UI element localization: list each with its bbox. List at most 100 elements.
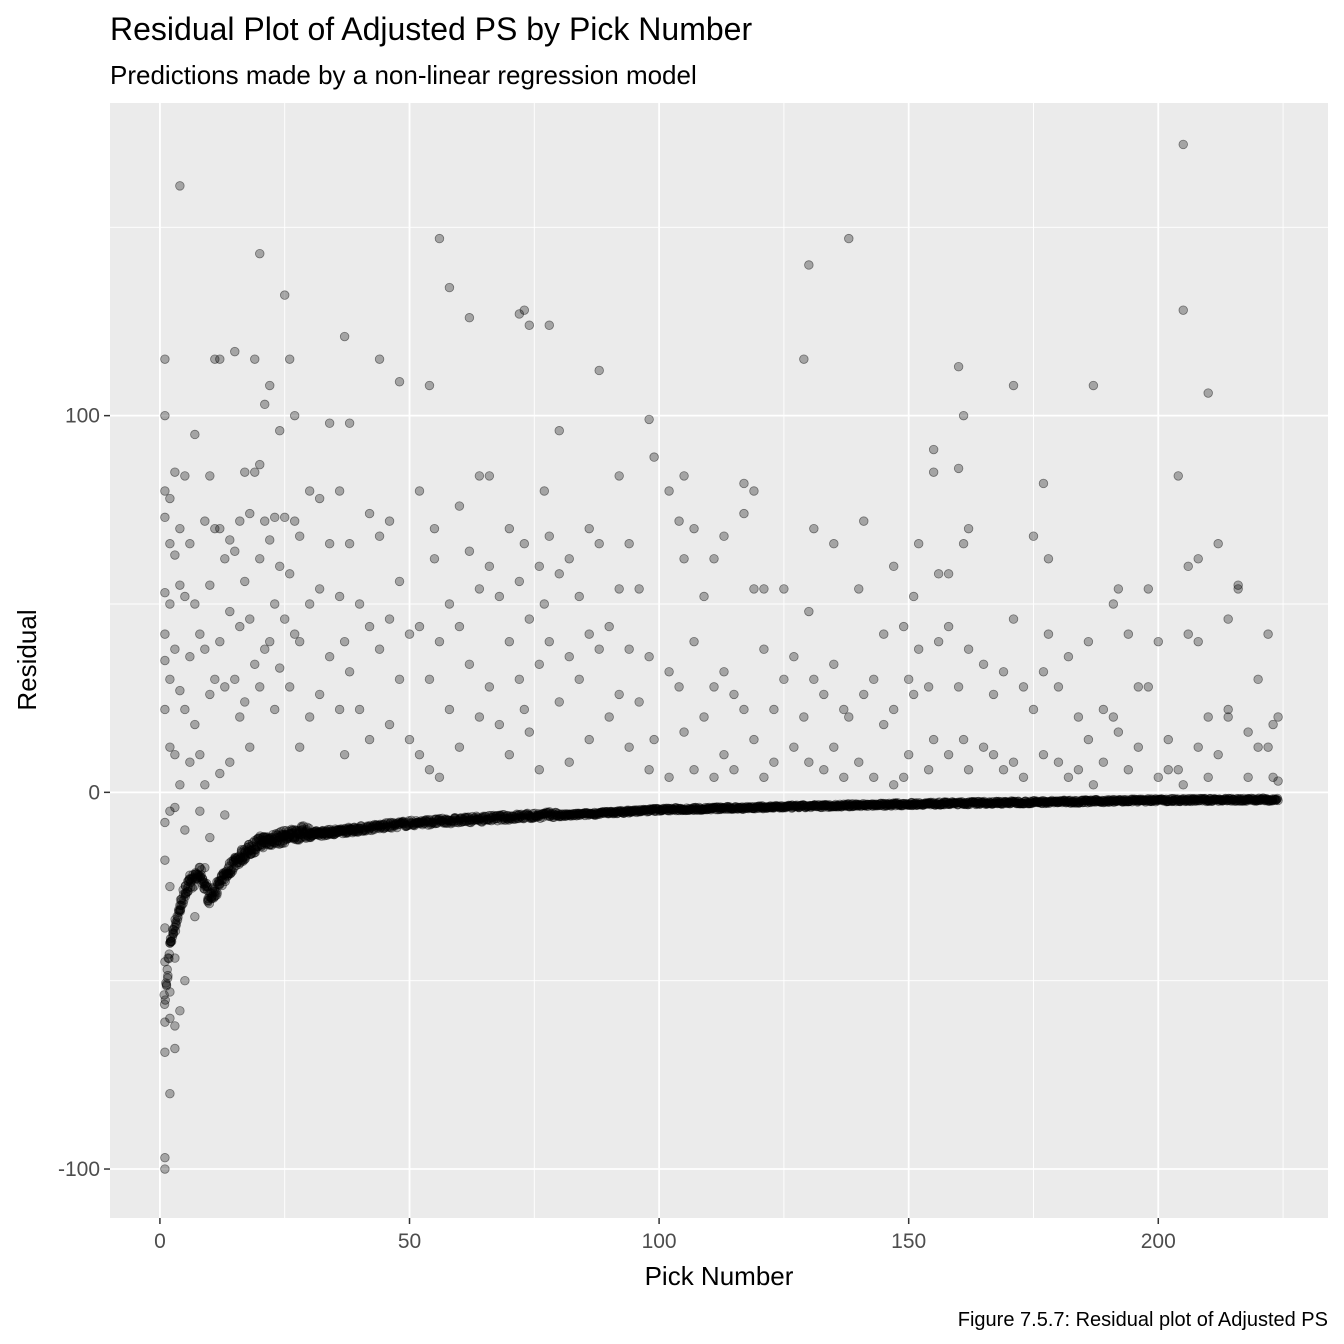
data-point <box>261 832 271 843</box>
data-point <box>542 808 553 818</box>
data-point <box>165 881 175 892</box>
data-point <box>199 877 210 888</box>
data-point <box>203 895 213 906</box>
data-point <box>684 805 694 815</box>
data-point <box>226 856 237 867</box>
data-point <box>425 817 436 827</box>
data-point <box>257 832 268 843</box>
data-point <box>165 674 175 685</box>
data-point <box>1078 796 1088 806</box>
data-point <box>392 818 402 829</box>
data-point <box>1143 584 1153 594</box>
data-point <box>858 800 868 810</box>
data-point <box>329 826 339 837</box>
data-point <box>351 827 361 837</box>
data-point <box>966 797 976 807</box>
data-point <box>779 674 789 685</box>
data-point <box>943 799 953 809</box>
data-point <box>434 636 445 647</box>
data-point <box>335 825 346 835</box>
data-point <box>189 881 199 892</box>
data-point <box>464 815 474 825</box>
data-point <box>966 797 977 807</box>
data-point <box>580 810 590 821</box>
data-point <box>1042 798 1052 808</box>
data-point <box>992 798 1003 808</box>
data-point <box>321 826 332 836</box>
data-point <box>165 742 175 752</box>
data-point <box>1087 797 1097 807</box>
data-point <box>196 870 206 880</box>
data-point <box>831 802 842 812</box>
data-point <box>616 807 626 818</box>
data-point <box>160 995 170 1005</box>
data-point <box>759 644 769 654</box>
data-point <box>421 816 431 826</box>
data-point <box>645 804 656 814</box>
data-point <box>460 812 470 822</box>
data-point <box>323 824 333 835</box>
data-point <box>890 798 901 809</box>
data-point <box>716 804 727 814</box>
data-point <box>869 772 879 782</box>
data-point <box>364 508 375 519</box>
data-point <box>1023 797 1034 808</box>
data-point <box>607 807 617 818</box>
data-point <box>724 803 735 813</box>
data-point <box>932 799 943 810</box>
data-point <box>216 870 227 881</box>
data-point <box>484 471 495 481</box>
data-point <box>532 812 543 822</box>
data-point <box>397 817 408 827</box>
data-point <box>664 667 674 677</box>
data-point <box>334 825 344 836</box>
data-point <box>697 805 707 815</box>
data-point <box>1213 749 1223 760</box>
data-point <box>282 834 292 845</box>
data-point <box>220 682 230 692</box>
data-point <box>296 821 307 832</box>
data-point <box>574 674 584 685</box>
data-point <box>677 804 688 815</box>
data-point <box>1040 797 1051 807</box>
data-point <box>464 313 475 323</box>
data-point <box>232 858 242 868</box>
data-point <box>869 800 879 810</box>
data-point <box>220 876 230 887</box>
data-point <box>1006 798 1016 808</box>
data-point <box>930 800 940 810</box>
data-point <box>161 978 171 988</box>
data-point <box>170 802 180 813</box>
data-point <box>456 817 466 828</box>
data-point <box>337 826 347 837</box>
data-point <box>820 800 831 811</box>
data-point <box>397 819 408 829</box>
data-point <box>533 810 543 820</box>
data-point <box>1102 797 1113 807</box>
data-point <box>848 801 859 811</box>
data-point <box>689 523 699 534</box>
data-point <box>254 836 264 846</box>
data-point <box>1077 797 1088 808</box>
data-point <box>596 807 606 818</box>
data-point <box>263 834 273 844</box>
data-point <box>284 828 295 839</box>
data-point <box>870 801 880 811</box>
data-point <box>717 803 727 814</box>
data-point <box>494 591 505 602</box>
data-point <box>532 810 542 821</box>
data-point <box>250 354 260 364</box>
data-point <box>293 828 303 838</box>
data-point <box>735 803 746 813</box>
data-point <box>769 802 780 813</box>
data-point <box>387 820 398 831</box>
data-point <box>269 838 279 848</box>
data-point <box>1098 757 1109 767</box>
data-point <box>1018 798 1028 808</box>
data-point <box>459 816 470 826</box>
data-point <box>204 891 215 902</box>
data-point <box>1031 796 1042 806</box>
data-point <box>627 805 638 816</box>
data-point <box>697 805 707 815</box>
data-point <box>225 606 235 617</box>
